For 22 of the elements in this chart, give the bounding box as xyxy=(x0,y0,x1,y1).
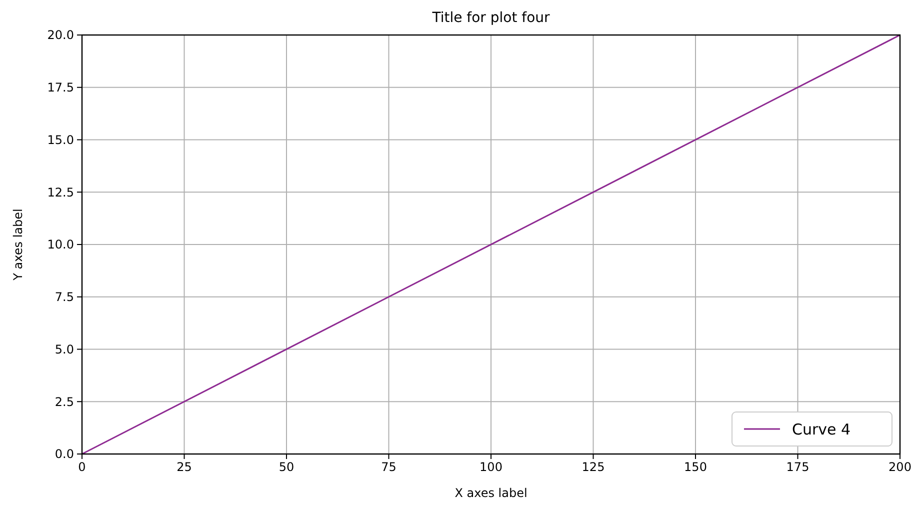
x-tick-label: 200 xyxy=(888,460,912,474)
x-tick-label: 75 xyxy=(381,460,396,474)
x-tick-label: 50 xyxy=(278,460,294,474)
x-tick-label: 175 xyxy=(786,460,810,474)
y-tick-label: 0.0 xyxy=(54,447,74,462)
y-tick-label: 20.0 xyxy=(47,28,74,42)
x-tick-label: 150 xyxy=(684,460,707,474)
x-tick-label: 0 xyxy=(78,460,86,474)
y-tick-label: 7.5 xyxy=(54,290,74,304)
y-tick-label: 15.0 xyxy=(47,132,74,147)
x-tick-label: 100 xyxy=(480,460,502,474)
x-tick-label: 25 xyxy=(176,460,192,474)
x-tick-label: 125 xyxy=(582,460,605,474)
y-tick-label: 2.5 xyxy=(54,394,74,409)
y-tick-label: 12.5 xyxy=(47,185,74,200)
legend-label: Curve 4 xyxy=(792,420,851,438)
chart-title: Title for plot four xyxy=(431,10,550,26)
y-tick-label: 17.5 xyxy=(47,80,74,95)
y-tick-label: 10.0 xyxy=(47,238,74,252)
y-axis-title: Y axes label xyxy=(11,208,25,282)
x-axis-title: X axes label xyxy=(454,486,528,500)
y-tick-label: 5.0 xyxy=(54,342,74,356)
